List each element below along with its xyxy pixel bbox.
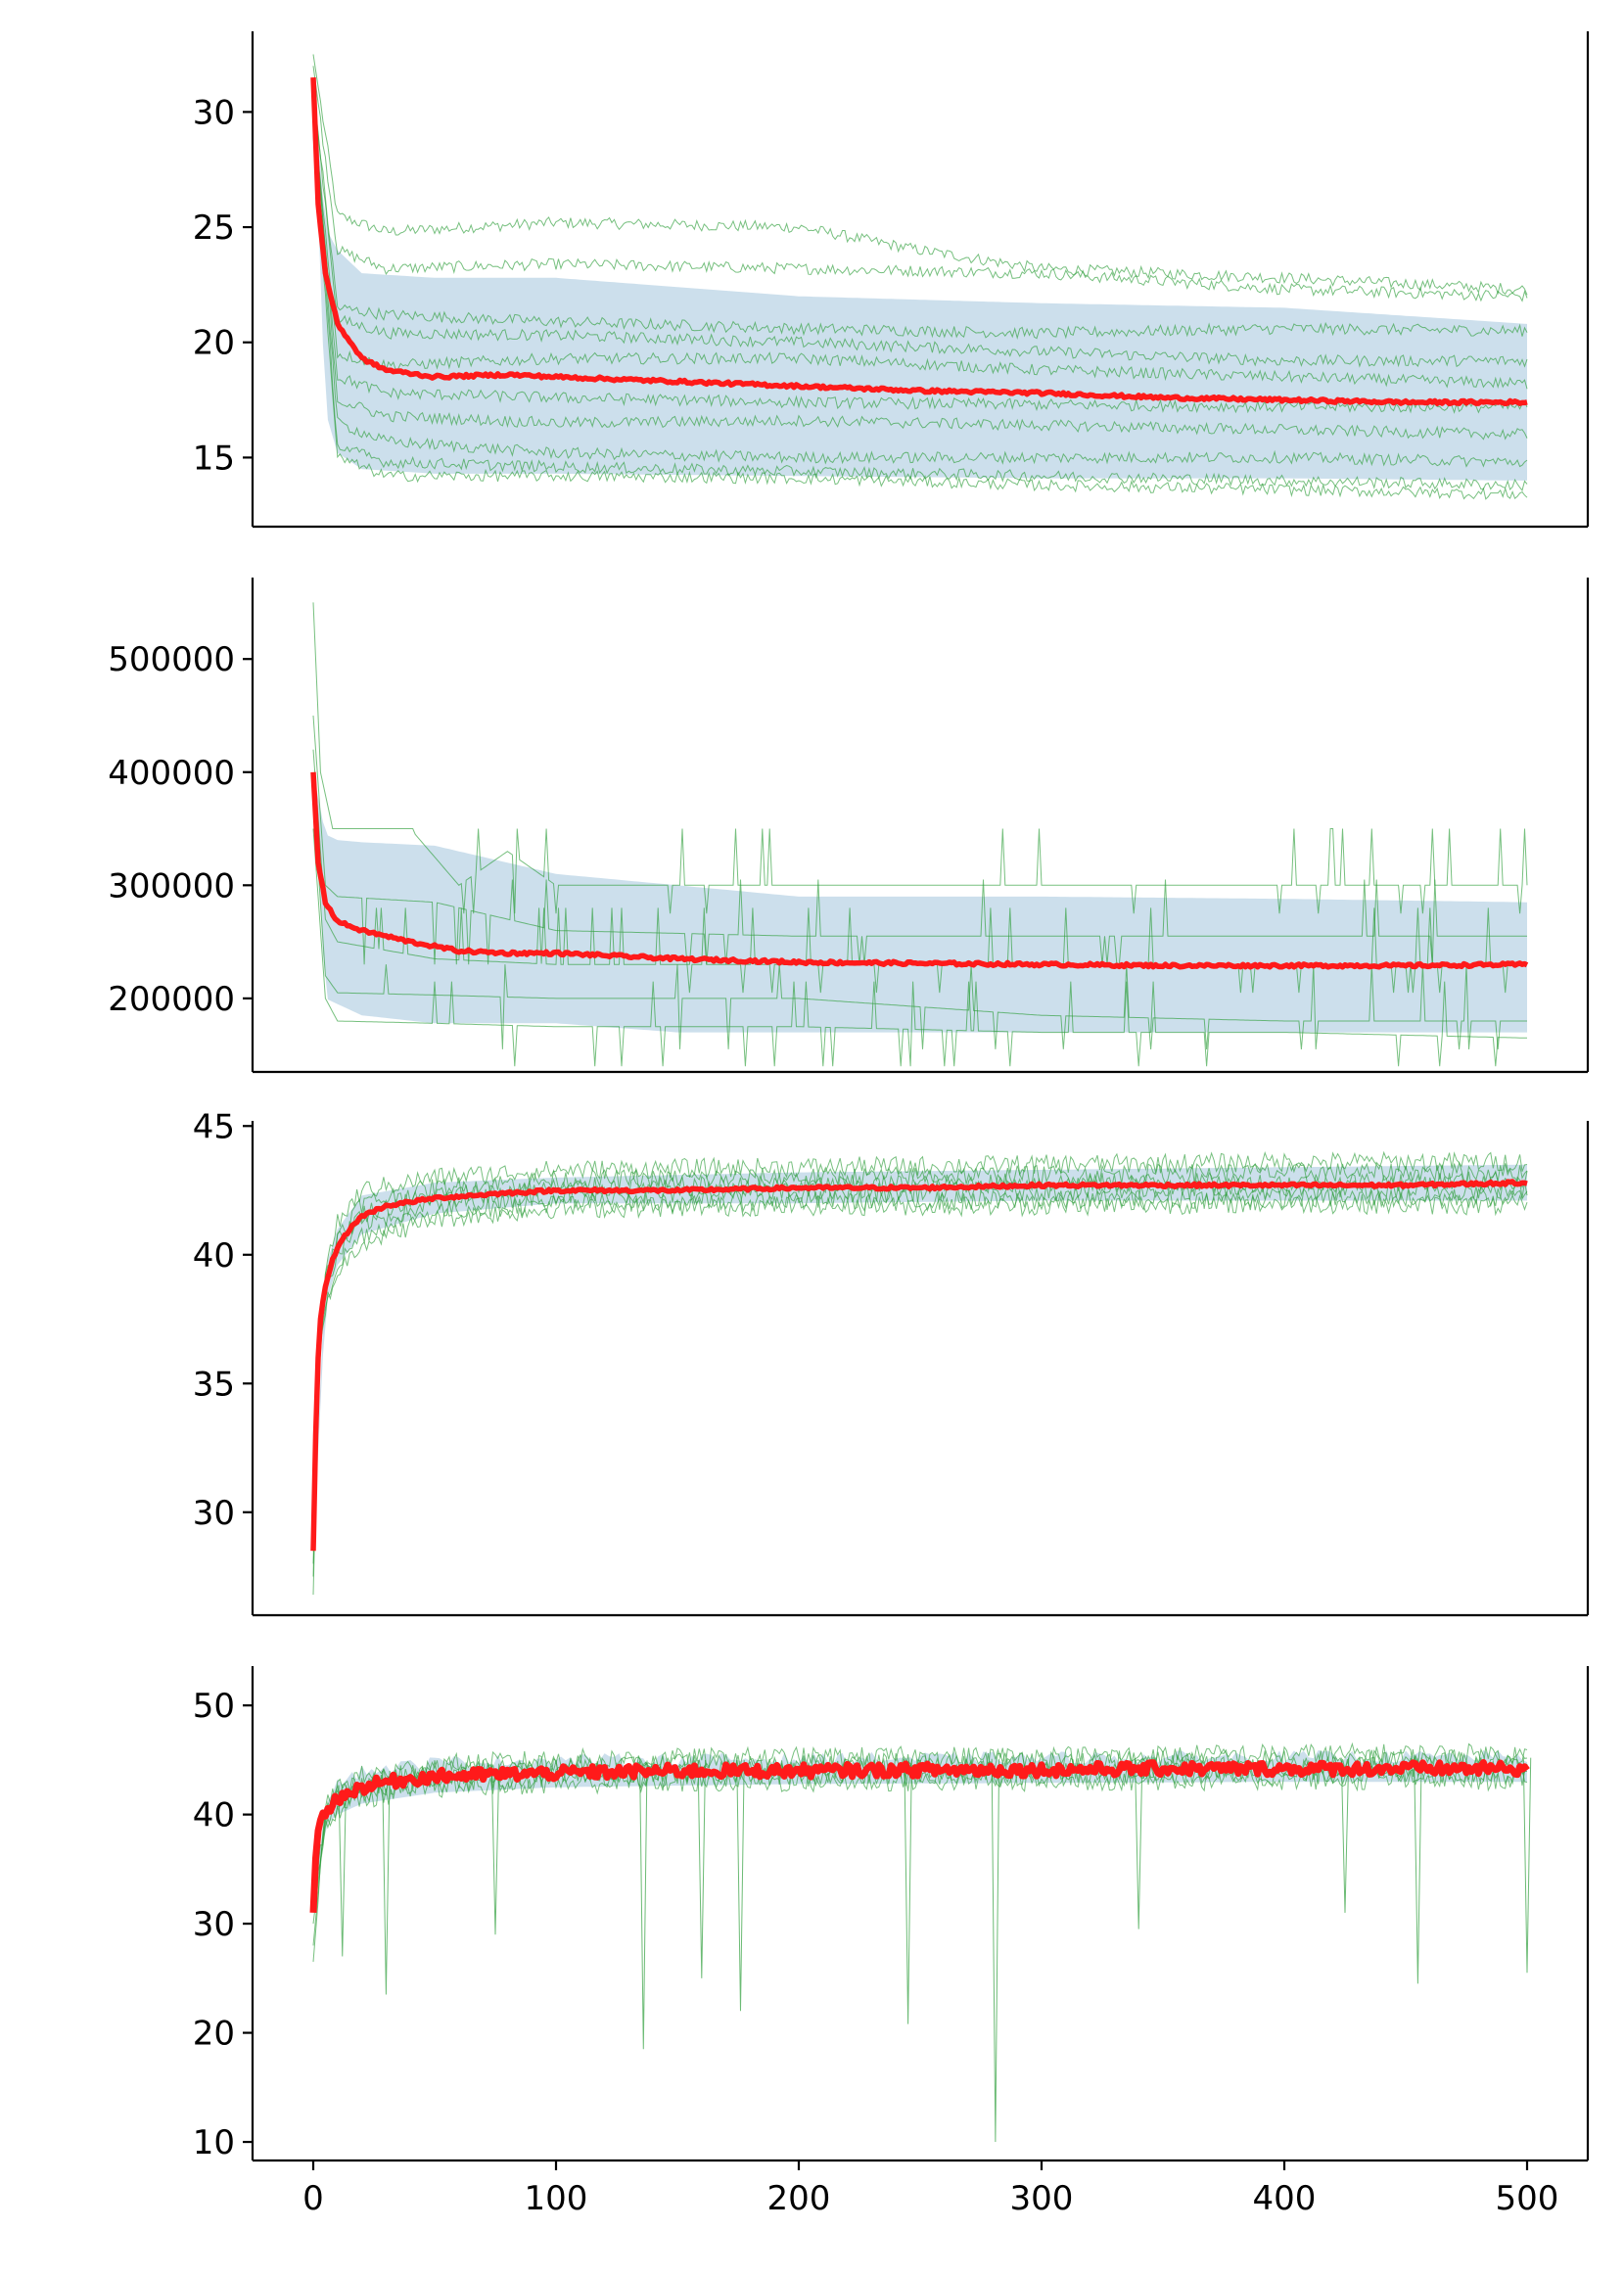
individual-run-6 [312,112,1528,414]
individual-run-1 [312,54,1528,296]
y-tick-label: 500000 [108,640,235,679]
panel-1: 15 20 25 30 [193,31,1590,529]
run-dip-8 [1522,1757,1532,1974]
individual-run-3 [312,88,1528,341]
mean-line [310,771,1529,970]
spread-band [313,1164,1527,1552]
individual-run-5 [312,1768,1528,1891]
run-dip-12 [1340,1757,1350,1913]
individual-run-2 [312,715,1527,965]
run-dip-2 [904,1758,912,2024]
y-tick-label: 20 [193,2015,235,2054]
y-tick-label: 30 [193,1494,235,1533]
panel-2: 200000 300000 400000 500000 [108,578,1590,1074]
run-dip-4 [697,1759,707,1978]
panel-3-axes: 30 35 40 45 [193,1107,1590,1617]
panel-1-axes: 15 20 25 30 [193,31,1590,529]
individual-run-8 [312,112,1528,468]
individual-run-1 [312,1150,1528,1596]
x-tick-label: 100 [525,2179,588,2218]
y-tick-label: 40 [193,1796,235,1835]
x-tick-label: 0 [302,2179,324,2218]
x-tick-label: 400 [1253,2179,1317,2218]
run-dip-1 [639,1760,648,2050]
individual-run-10 [312,134,1528,500]
y-tick-label: 30 [193,93,235,132]
individual-run-5 [312,828,1527,1067]
run-dip-5 [736,1759,745,2012]
x-tick-label: 200 [767,2179,831,2218]
y-tick-label: 20 [193,324,235,363]
individual-run-2 [312,66,1528,302]
run-dip-6 [1414,1757,1422,1984]
individual-run-7 [312,100,1528,441]
y-tick-label: 50 [193,1687,235,1726]
run-dip-11 [1134,1757,1143,1929]
y-tick-label: 40 [193,1236,235,1276]
individual-run-5 [312,1187,1528,1539]
panel-2-marks [310,602,1529,1067]
individual-run-1 [312,602,1528,914]
panel-4-marks [309,1742,1532,2143]
y-tick-label: 200000 [108,980,235,1019]
panel-1-marks [310,54,1528,500]
y-tick-label: 300000 [108,866,235,906]
panel-3-marks [310,1150,1528,1596]
panel-3: 30 35 40 45 [193,1107,1590,1617]
y-tick-label: 15 [193,439,235,478]
individual-run-4 [312,88,1528,368]
individual-run-5 [312,112,1528,390]
y-tick-label: 30 [193,1905,235,1944]
x-tick-label: 300 [1010,2179,1074,2218]
x-tick-label: 500 [1496,2179,1559,2218]
mean-line [310,76,1528,407]
panel-2-axes: 200000 300000 400000 500000 [108,578,1590,1074]
y-tick-label: 45 [193,1107,235,1146]
run-dip-10 [490,1763,500,1935]
individual-run-4 [312,794,1527,1049]
mean-line [310,1179,1528,1552]
y-tick-label: 10 [193,2123,235,2162]
individual-run-6 [312,1192,1528,1544]
mean-line [309,1759,1530,1914]
y-tick-label: 35 [193,1365,235,1404]
y-tick-label: 400000 [108,754,235,793]
y-tick-label: 25 [193,209,235,248]
individual-run-9 [312,123,1528,491]
run-dip-9 [338,1785,347,1957]
run-dip-7 [382,1771,391,1995]
